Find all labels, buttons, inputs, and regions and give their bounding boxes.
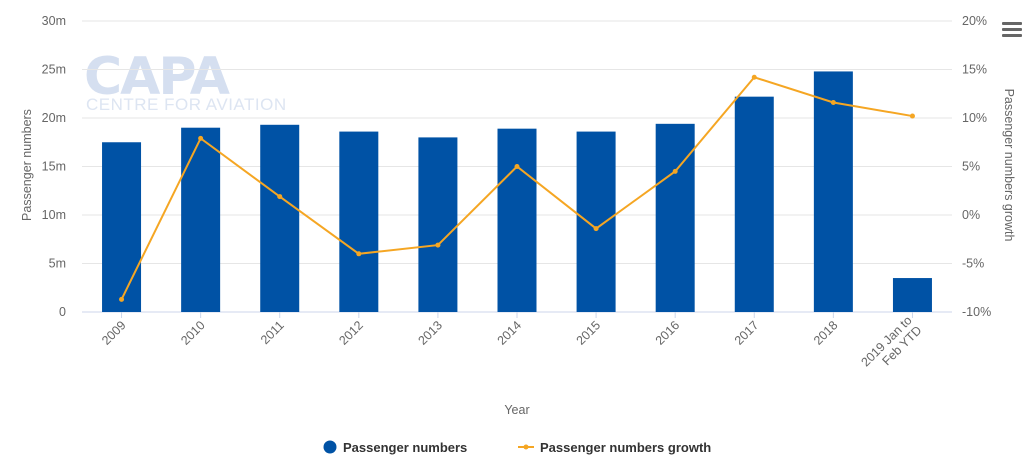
x-tick-label-line: 2017 [732,318,762,348]
x-tick-label-line: 2009 [99,318,129,348]
growth-point [514,164,520,169]
line-series [119,74,915,302]
bar [576,131,616,312]
bar [734,96,774,312]
y-tick-label: 20m [42,111,66,125]
x-tick-label: 2016 [653,318,683,348]
legend-item-passenger-numbers[interactable]: Passenger numbers [323,440,468,455]
x-tick-label: 2018 [811,318,841,348]
y-tick-label: 15m [42,160,66,174]
x-tick-label-line: 2010 [178,318,208,348]
growth-point [593,226,599,232]
x-tick-label-line: 2016 [653,318,683,348]
legend-item-passenger-numbers-growth[interactable]: Passenger numbers growth [518,440,711,455]
x-tick-label: 2019 Jan toFeb YTD [859,313,925,379]
legend-line-dot [523,444,529,450]
legend-label-passenger-numbers-growth: Passenger numbers growth [540,440,711,455]
growth-point [277,194,283,200]
x-tick-label-line: 2018 [811,318,841,348]
y2-tick-label: 20% [962,14,987,28]
bar [655,123,695,312]
legend-label-passenger-numbers: Passenger numbers [343,440,467,455]
y-axis-title: Passenger numbers [20,109,34,221]
growth-point [198,135,204,141]
legend[interactable]: Passenger numbers Passenger numbers grow… [323,440,712,455]
left-axis-ticks: 0 5m 10m 15m 20m 25m 30m [42,14,66,319]
x-tick-label: 2013 [415,318,445,348]
bar [418,137,458,312]
x-tick-label: 2015 [574,318,604,348]
x-tick-label: 2012 [336,318,366,348]
y-tick-label: 5m [49,257,66,271]
bar-series [102,71,932,312]
y2-tick-label: 10% [962,111,987,125]
x-tick-label: 2010 [178,318,208,348]
growth-point [435,242,441,248]
bar [813,71,853,312]
y2-axis-title: Passenger numbers growth [1002,89,1016,242]
y-tick-label: 0 [59,305,66,319]
logo-main-text: CAPA [84,47,230,107]
x-tick-label: 2014 [495,318,525,348]
x-tick-label: 2017 [732,318,762,348]
growth-point [751,74,757,80]
right-axis-ticks: -10% -5% 0% 5% 10% 15% 20% [962,14,991,319]
x-axis-title: Year [504,403,529,417]
hamburger-menu-icon[interactable] [1002,22,1022,40]
y2-tick-label: 0% [962,208,980,222]
growth-point [672,168,678,174]
bar [497,128,537,312]
y2-tick-label: -10% [962,305,991,319]
y-tick-label: 25m [42,63,66,77]
x-tick-label: 2009 [99,318,129,348]
x-tick-label: 2011 [258,318,287,347]
bar [260,124,300,312]
bar [102,142,142,312]
legend-bar-marker [323,440,337,454]
x-tick-label-line: 2013 [415,318,445,348]
y2-tick-label: -5% [962,257,984,271]
y-tick-label: 10m [42,208,66,222]
growth-point [119,296,125,302]
bar [339,131,379,312]
x-tick-label-line: 2014 [495,318,525,348]
x-tick-label-line: 2015 [574,318,604,348]
y-tick-label: 30m [42,14,66,28]
logo-sub-text: CENTRE FOR AVIATION [86,95,287,114]
growth-point [909,113,915,119]
growth-point [830,99,836,105]
capa-logo-watermark: CAPA CENTRE FOR AVIATION [84,47,287,114]
x-tick-label-line: 2011 [258,318,287,347]
y2-tick-label: 15% [962,63,987,77]
bar [892,278,932,312]
y2-tick-label: 5% [962,160,980,174]
x-tick-label-line: 2012 [336,318,366,348]
x-axis-ticks: 2009 2010 2011 2012 2013 2014 2015 2016 2017 2018… [99,312,925,379]
bar [181,127,221,312]
growth-point [356,251,362,257]
